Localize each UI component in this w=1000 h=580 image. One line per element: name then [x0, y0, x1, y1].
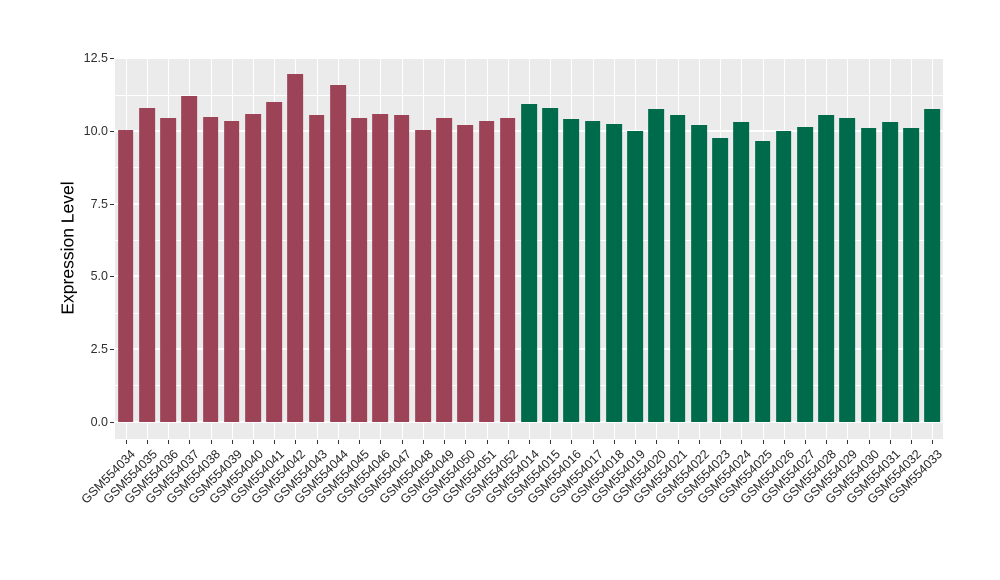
- x-tick-mark: [529, 440, 530, 444]
- x-tick-mark: [571, 440, 573, 444]
- bar-GSM554017: [584, 120, 601, 422]
- x-tick-mark: [359, 440, 361, 444]
- x-tick-mark: [932, 440, 934, 444]
- bar-GSM554037: [181, 96, 198, 422]
- x-tick-mark: [380, 440, 382, 444]
- x-tick-mark: [231, 440, 233, 444]
- bar-GSM554016: [563, 119, 580, 422]
- x-tick-mark: [486, 440, 488, 444]
- bar-GSM554049: [436, 118, 452, 422]
- x-tick-mark: [698, 440, 700, 444]
- x-tick-mark: [550, 440, 552, 444]
- y-tick-label: 0.0: [90, 414, 108, 429]
- bar-GSM554030: [860, 128, 877, 422]
- y-tick-label: 10.0: [83, 124, 108, 139]
- bar-GSM554052: [499, 118, 516, 422]
- bar-GSM554046: [372, 113, 389, 422]
- bar-GSM554015: [542, 107, 559, 422]
- x-tick-mark: [613, 440, 615, 444]
- bar-GSM554047: [393, 115, 410, 422]
- y-tick-mark: [110, 348, 114, 350]
- x-tick-mark: [168, 440, 170, 444]
- bar-GSM554042: [287, 74, 304, 422]
- x-tick-mark: [401, 440, 403, 444]
- x-tick-mark: [274, 440, 276, 444]
- bar-GSM554048: [414, 129, 431, 422]
- x-tick-mark: [805, 440, 806, 444]
- y-tick-label: 2.5: [90, 341, 108, 356]
- bar-GSM554041: [266, 102, 283, 422]
- bar-GSM554018: [606, 123, 622, 422]
- bar-GSM554031: [882, 122, 898, 422]
- x-tick-mark: [868, 440, 870, 444]
- bar-GSM554045: [351, 118, 367, 422]
- plot-panel: [115, 57, 943, 439]
- y-tick-mark: [110, 58, 114, 60]
- bar-GSM554029: [839, 118, 856, 422]
- bar-GSM554024: [733, 122, 750, 422]
- bar-GSM554043: [308, 115, 325, 422]
- bar-GSM554020: [648, 109, 665, 422]
- x-tick-mark: [677, 440, 679, 444]
- y-tick-mark: [110, 203, 114, 205]
- bar-GSM554022: [690, 125, 707, 422]
- x-tick-mark: [889, 440, 891, 444]
- x-tick-mark: [444, 440, 446, 444]
- bar-GSM554032: [903, 128, 919, 422]
- bar-GSM554040: [245, 113, 261, 422]
- bar-GSM554038: [202, 116, 219, 422]
- y-tick-mark: [110, 421, 114, 423]
- x-tick-mark: [720, 440, 722, 444]
- x-tick-mark: [826, 440, 828, 444]
- bar-GSM554039: [223, 120, 240, 422]
- x-tick-mark: [337, 440, 339, 444]
- bar-GSM554028: [818, 115, 835, 422]
- bar-GSM554036: [160, 118, 176, 422]
- bar-GSM554050: [457, 125, 474, 422]
- x-tick-mark: [592, 440, 594, 444]
- bar-GSM554044: [330, 84, 346, 422]
- bar-GSM554014: [521, 103, 537, 422]
- bar-GSM554026: [775, 131, 792, 422]
- x-tick-mark: [465, 440, 467, 444]
- x-tick-mark: [635, 440, 637, 444]
- x-tick-mark: [847, 440, 849, 444]
- x-tick-mark: [422, 440, 424, 444]
- bar-GSM554023: [712, 138, 728, 422]
- bar-GSM554027: [797, 126, 813, 422]
- bar-GSM554034: [117, 129, 134, 422]
- x-tick-mark: [295, 440, 297, 444]
- x-tick-mark: [189, 440, 191, 444]
- x-tick-mark: [507, 440, 509, 444]
- x-tick-mark: [125, 440, 127, 444]
- x-tick-mark: [210, 440, 212, 444]
- bar-GSM554021: [669, 115, 686, 422]
- x-tick-mark: [911, 440, 913, 444]
- bar-GSM554035: [138, 107, 155, 422]
- bar-GSM554033: [924, 109, 941, 422]
- y-tick-label: 5.0: [90, 269, 108, 284]
- y-tick-mark: [110, 131, 114, 133]
- x-tick-mark: [146, 440, 148, 444]
- x-tick-mark: [316, 440, 318, 444]
- x-tick-mark: [783, 440, 785, 444]
- bar-GSM554051: [478, 120, 495, 422]
- bar-GSM554025: [754, 141, 771, 422]
- x-tick-mark: [762, 440, 764, 444]
- x-tick-mark: [741, 440, 743, 444]
- y-tick-label: 7.5: [90, 196, 108, 211]
- bar-GSM554019: [627, 131, 643, 422]
- x-tick-mark: [656, 440, 658, 444]
- x-tick-mark: [253, 440, 254, 444]
- y-tick-mark: [110, 276, 114, 278]
- y-tick-label: 12.5: [83, 51, 108, 66]
